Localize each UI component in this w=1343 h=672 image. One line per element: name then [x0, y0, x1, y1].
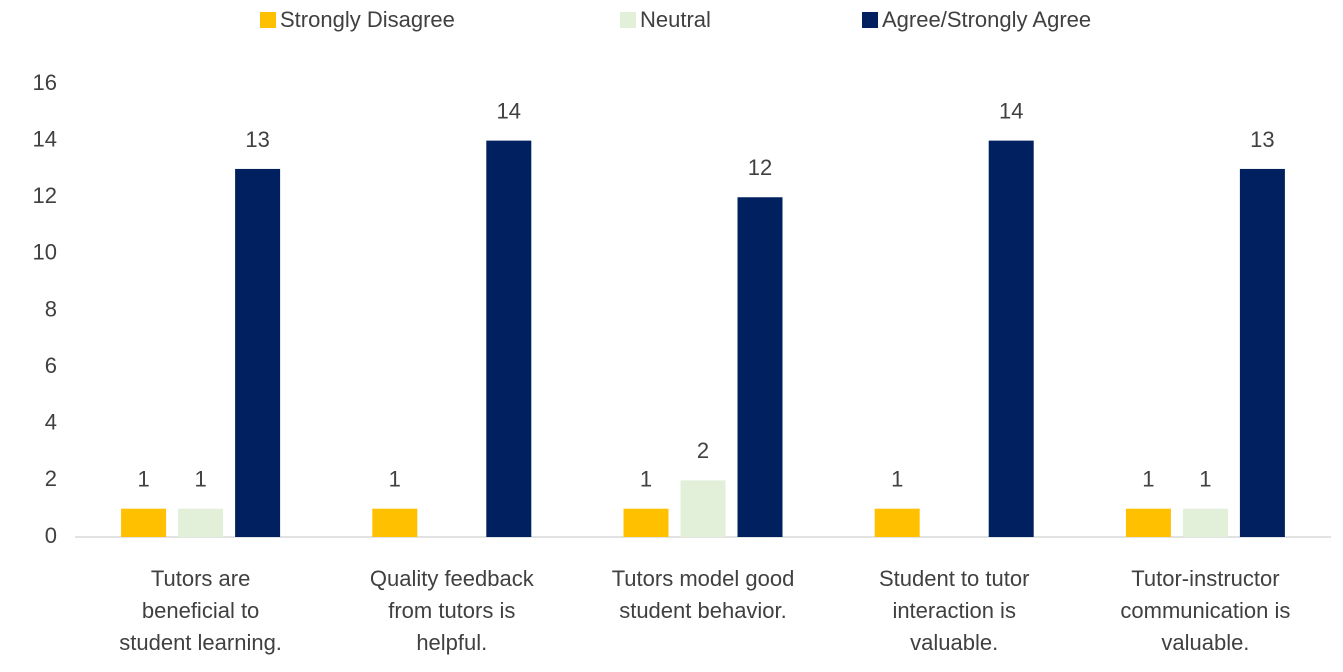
- bar: [372, 508, 418, 537]
- bar: [1125, 508, 1171, 537]
- y-tick-label: 14: [33, 126, 57, 151]
- legend-swatch: [862, 12, 878, 28]
- legend-label: Neutral: [640, 7, 711, 32]
- x-tick-label: Student to tutor interaction is valuable.: [879, 566, 1029, 655]
- bar: [1239, 168, 1285, 537]
- bar: [874, 508, 920, 537]
- bar: [486, 140, 532, 537]
- x-tick-label: Tutors are beneficial to student learning.: [119, 566, 282, 655]
- data-label: 1: [389, 467, 401, 492]
- bar: [178, 508, 224, 537]
- bar: [623, 508, 669, 537]
- y-tick-label: 16: [33, 70, 57, 95]
- data-label: 2: [697, 438, 709, 463]
- legend-swatch: [620, 12, 636, 28]
- y-tick-label: 0: [45, 523, 57, 548]
- data-label: 1: [137, 467, 149, 492]
- y-tick-label: 4: [45, 410, 57, 435]
- data-label: 1: [1142, 467, 1154, 492]
- bar: [988, 140, 1034, 537]
- data-label: 14: [999, 98, 1023, 123]
- x-tick-label: Tutors model good student behavior.: [612, 566, 795, 623]
- y-tick-label: 12: [33, 183, 57, 208]
- bar: [680, 480, 726, 537]
- x-tick-label: Quality feedback from tutors is helpful.: [370, 566, 535, 655]
- y-tick-label: 6: [45, 353, 57, 378]
- bar: [1182, 508, 1228, 537]
- bar: [121, 508, 167, 537]
- y-tick-label: 8: [45, 296, 57, 321]
- y-tick-label: 2: [45, 466, 57, 491]
- data-label: 12: [748, 155, 772, 180]
- data-label: 1: [1199, 467, 1211, 492]
- data-label: 1: [891, 467, 903, 492]
- legend-label: Strongly Disagree: [280, 7, 455, 32]
- data-label: 1: [194, 467, 206, 492]
- y-tick-label: 10: [33, 240, 57, 265]
- bar: [235, 168, 281, 537]
- data-label: 14: [497, 98, 521, 123]
- data-label: 13: [245, 127, 269, 152]
- data-label: 1: [640, 467, 652, 492]
- legend-swatch: [260, 12, 276, 28]
- data-label: 13: [1250, 127, 1274, 152]
- bar: [737, 197, 783, 537]
- legend-label: Agree/Strongly Agree: [882, 7, 1091, 32]
- x-tick-label: Tutor-instructor communication is valuable…: [1120, 566, 1290, 655]
